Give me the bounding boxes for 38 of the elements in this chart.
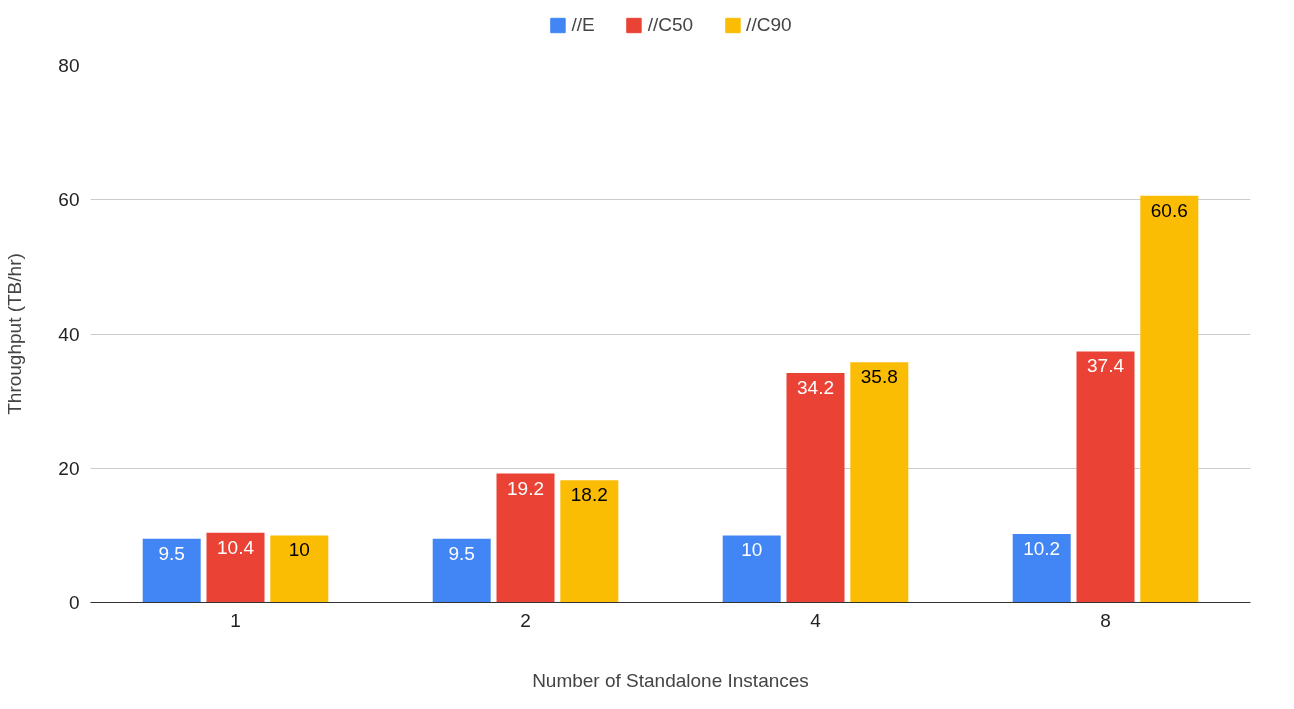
x-tick-label: 1 bbox=[230, 609, 241, 631]
bar bbox=[1140, 195, 1199, 603]
legend-label: //C90 bbox=[746, 14, 792, 36]
data-label: 18.2 bbox=[570, 484, 608, 506]
bar bbox=[496, 473, 555, 603]
y-tick-label: 0 bbox=[68, 592, 80, 613]
bar bbox=[270, 535, 329, 603]
x-tick-label: 4 bbox=[810, 609, 822, 631]
data-label: 10 bbox=[741, 539, 763, 561]
x-tick-label: 2 bbox=[520, 609, 531, 631]
data-label: 10.4 bbox=[217, 536, 255, 558]
y-axis-title: Throughput (TB/hr) bbox=[4, 253, 26, 415]
data-label: 10.2 bbox=[1023, 538, 1061, 560]
data-label: 34.2 bbox=[797, 376, 834, 398]
legend-label: //C50 bbox=[647, 14, 694, 36]
bar bbox=[206, 532, 265, 603]
y-tick-label: 20 bbox=[58, 457, 80, 479]
bar bbox=[1076, 351, 1135, 603]
bar bbox=[1012, 534, 1071, 603]
x-tick-label: 8 bbox=[1100, 609, 1111, 631]
data-label: 9.5 bbox=[448, 542, 475, 564]
data-label: 19.2 bbox=[507, 477, 544, 499]
bar bbox=[722, 535, 781, 603]
bar bbox=[432, 538, 491, 603]
bar bbox=[850, 362, 909, 603]
data-label: 35.8 bbox=[860, 366, 898, 388]
y-tick-label: 80 bbox=[58, 55, 80, 76]
legend-label: //E bbox=[571, 14, 595, 36]
bar bbox=[142, 538, 201, 603]
bar bbox=[786, 372, 845, 603]
y-tick-label: 40 bbox=[58, 323, 80, 345]
data-label: 9.5 bbox=[158, 542, 185, 564]
y-tick-label: 60 bbox=[58, 189, 80, 211]
data-label: 60.6 bbox=[1150, 199, 1188, 221]
data-label: 10 bbox=[288, 539, 310, 561]
bar bbox=[560, 480, 619, 603]
data-label: 37.4 bbox=[1087, 355, 1125, 377]
x-axis-title: Number of Standalone Instances bbox=[532, 669, 809, 691]
